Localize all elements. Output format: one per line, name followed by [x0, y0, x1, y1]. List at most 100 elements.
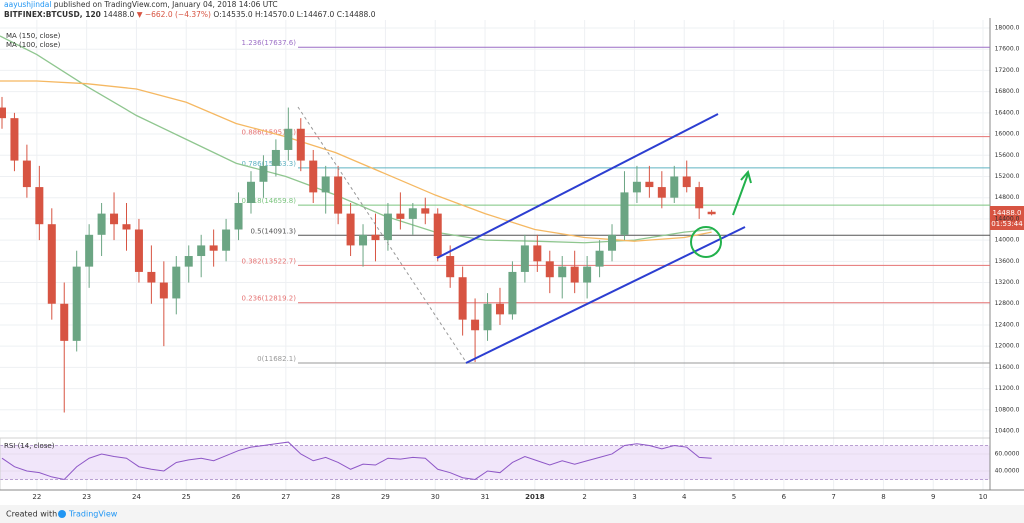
rsi-band: [0, 445, 990, 480]
x-tick-label: 27: [281, 493, 290, 501]
x-tick-label: 9: [931, 493, 935, 501]
candle-body: [570, 266, 579, 283]
y-tick-label: 11600.0: [995, 364, 1020, 371]
published: published on TradingView.com, January 04…: [54, 0, 278, 9]
candle-body: [458, 277, 467, 320]
x-tick-label: 8: [881, 493, 885, 501]
candle-body: [608, 234, 617, 251]
candle-body: [707, 211, 716, 215]
y-tick-label: 15200.0: [995, 173, 1020, 180]
symbol-line: BITFINEX:BTCUSD, 120 14488.0 ▼ −662.0 (−…: [4, 10, 376, 19]
x-tick-label: 24: [132, 493, 141, 501]
y-tick-label: 16400.0: [995, 109, 1020, 116]
candle-body: [495, 303, 504, 315]
candle-body: [159, 282, 168, 299]
candle-body: [234, 202, 243, 230]
candle-body: [371, 234, 380, 241]
candle-body: [508, 271, 517, 315]
y-tick-label: 14400.0: [995, 215, 1020, 222]
candle-body: [334, 176, 343, 214]
candle-body: [184, 256, 193, 267]
grid: [0, 20, 990, 490]
candle-body: [483, 303, 492, 331]
candle-body: [520, 245, 529, 272]
candle-body: [97, 213, 106, 235]
x-tick-label: 2: [582, 493, 586, 501]
candle-body: [682, 176, 691, 188]
y-tick-label: 17200.0: [995, 67, 1020, 74]
y-tick-label: 17600.0: [995, 46, 1020, 53]
y-tick-label: 14800.0: [995, 194, 1020, 201]
candle-body: [471, 319, 480, 331]
candle-body: [533, 245, 542, 262]
candle-body: [383, 213, 392, 241]
fib-level-label: 0.236(12819.2): [242, 295, 297, 303]
y-tick-label: 16800.0: [995, 88, 1020, 95]
candle-body: [0, 107, 6, 119]
candle-body: [632, 181, 641, 193]
legend-entry: MA (150, close): [6, 32, 61, 40]
brand-icon: [58, 510, 66, 518]
ohlc: O:14535.0 H:14570.0 L:14467.0 C:14488.0: [213, 10, 375, 19]
y-tick-label: 12400.0: [995, 321, 1020, 328]
x-tick-label: 26: [232, 493, 241, 501]
x-tick-label: 4: [682, 493, 687, 501]
candle-body: [284, 128, 293, 150]
price-tag: [990, 206, 1024, 230]
fib-level-label: 0(11682.1): [257, 355, 296, 363]
y-tick-label: 12800.0: [995, 300, 1020, 307]
candle-body: [22, 160, 31, 188]
x-tick-label: 22: [32, 493, 41, 501]
candle-body: [259, 165, 268, 182]
candle-body: [359, 234, 368, 246]
fib-level-label: 1.236(17637.6): [242, 39, 297, 47]
candle-body: [147, 271, 156, 283]
y-tick-label: 10800.0: [995, 406, 1020, 413]
candle-body: [433, 213, 442, 257]
up-arrow: [732, 169, 752, 216]
y-tick-label: 13200.0: [995, 279, 1020, 286]
candle-body: [60, 303, 69, 341]
author[interactable]: aayushjindal: [4, 0, 51, 9]
x-tick-label: 25: [182, 493, 191, 501]
candle-body: [85, 234, 94, 267]
rsi-title: RSI (14, close): [4, 442, 55, 450]
fib-level-label: 0.618(14659.8): [242, 197, 297, 205]
y-tick-label: 12000.0: [995, 343, 1020, 350]
fib-level-label: 0.382(13522.7): [242, 257, 297, 265]
price-tag-price: 14488.0: [993, 209, 1022, 217]
candle-body: [271, 149, 280, 166]
candle-body: [446, 256, 455, 278]
footer-created: Created with: [6, 510, 57, 519]
y-tick-label: 18000.0: [995, 25, 1020, 32]
candle-body: [421, 208, 430, 214]
candle-body: [321, 176, 330, 193]
x-tick-label: 7: [831, 493, 835, 501]
footer-brand[interactable]: TradingView: [68, 510, 118, 519]
price-tag-countdown: 01:53:44: [991, 220, 1023, 228]
last-price: 14488.0: [103, 10, 134, 19]
candle-body: [222, 229, 231, 251]
candle-body: [209, 245, 218, 251]
candle-body: [396, 213, 405, 219]
rsi-tick-label: 60.0000: [995, 450, 1020, 457]
header-line: aayushjindal published on TradingView.co…: [4, 0, 278, 9]
candle-body: [35, 187, 44, 225]
channel-upper: [436, 113, 719, 259]
candle-body: [172, 266, 181, 299]
channel-lower: [465, 226, 746, 364]
candle-body: [122, 224, 131, 230]
y-tick-label: 15600.0: [995, 152, 1020, 159]
candle-body: [309, 160, 318, 193]
candle-body: [583, 266, 592, 283]
fib-level-label: 0.5(14091.3): [250, 227, 296, 235]
rsi-tick-label: 40.0000: [995, 467, 1020, 474]
plot: 1.236(17637.6)0.886(15951.1)0.786(15363.…: [0, 35, 990, 481]
y-tick-label: 10400.0: [995, 428, 1020, 435]
candle-body: [595, 250, 604, 267]
candle-body: [346, 213, 355, 246]
candle-body: [197, 245, 206, 257]
candle-body: [134, 229, 143, 272]
y-tick-label: 13600.0: [995, 258, 1020, 265]
